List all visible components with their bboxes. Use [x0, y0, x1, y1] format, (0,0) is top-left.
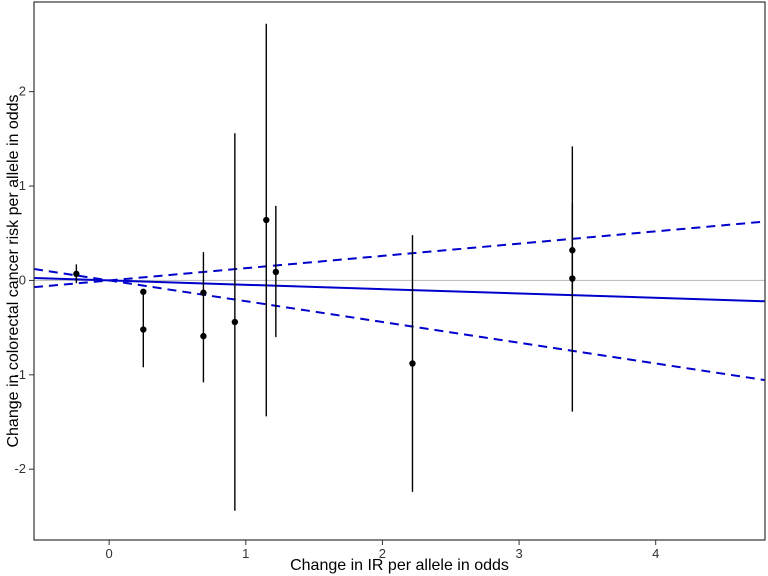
data-point-10: [569, 247, 576, 254]
plot-marks: [33, 1, 766, 541]
y-tick-label: -1: [14, 367, 26, 382]
x-tick-label: 1: [242, 546, 249, 561]
y-axis-title: Change in colorectal cancer risk per all…: [5, 94, 22, 447]
data-point-3: [140, 326, 147, 333]
ci-upper-line: [34, 220, 765, 289]
x-tick-label: 3: [515, 546, 522, 561]
y-tick-label: 2: [19, 84, 26, 99]
fit-line: [34, 277, 765, 303]
x-tick-label: 2: [379, 546, 386, 561]
data-point-11: [569, 275, 576, 282]
y-tick-label: 0: [19, 272, 26, 287]
plot-border: [33, 1, 766, 541]
data-point-6: [231, 318, 239, 326]
data-point-8: [272, 268, 280, 276]
data-point-7: [263, 216, 270, 224]
ci-lower-line: [34, 268, 765, 382]
data-point-2: [140, 288, 147, 295]
data-point-9: [409, 360, 416, 367]
y-tick-label: 1: [19, 178, 26, 193]
plot-area: [34, 23, 765, 511]
data-point-1: [73, 270, 80, 278]
x-axis-title: Change in IR per allele in odds: [290, 557, 509, 574]
data-point-5: [200, 332, 207, 340]
data-point-4: [200, 289, 207, 296]
y-tick-label: -2: [14, 461, 26, 476]
x-tick-label: 4: [652, 546, 659, 561]
x-tick-label: 0: [106, 546, 113, 561]
axis-ticks: 0 1 2 3 4 -2 -1 0 1 2: [14, 84, 659, 561]
